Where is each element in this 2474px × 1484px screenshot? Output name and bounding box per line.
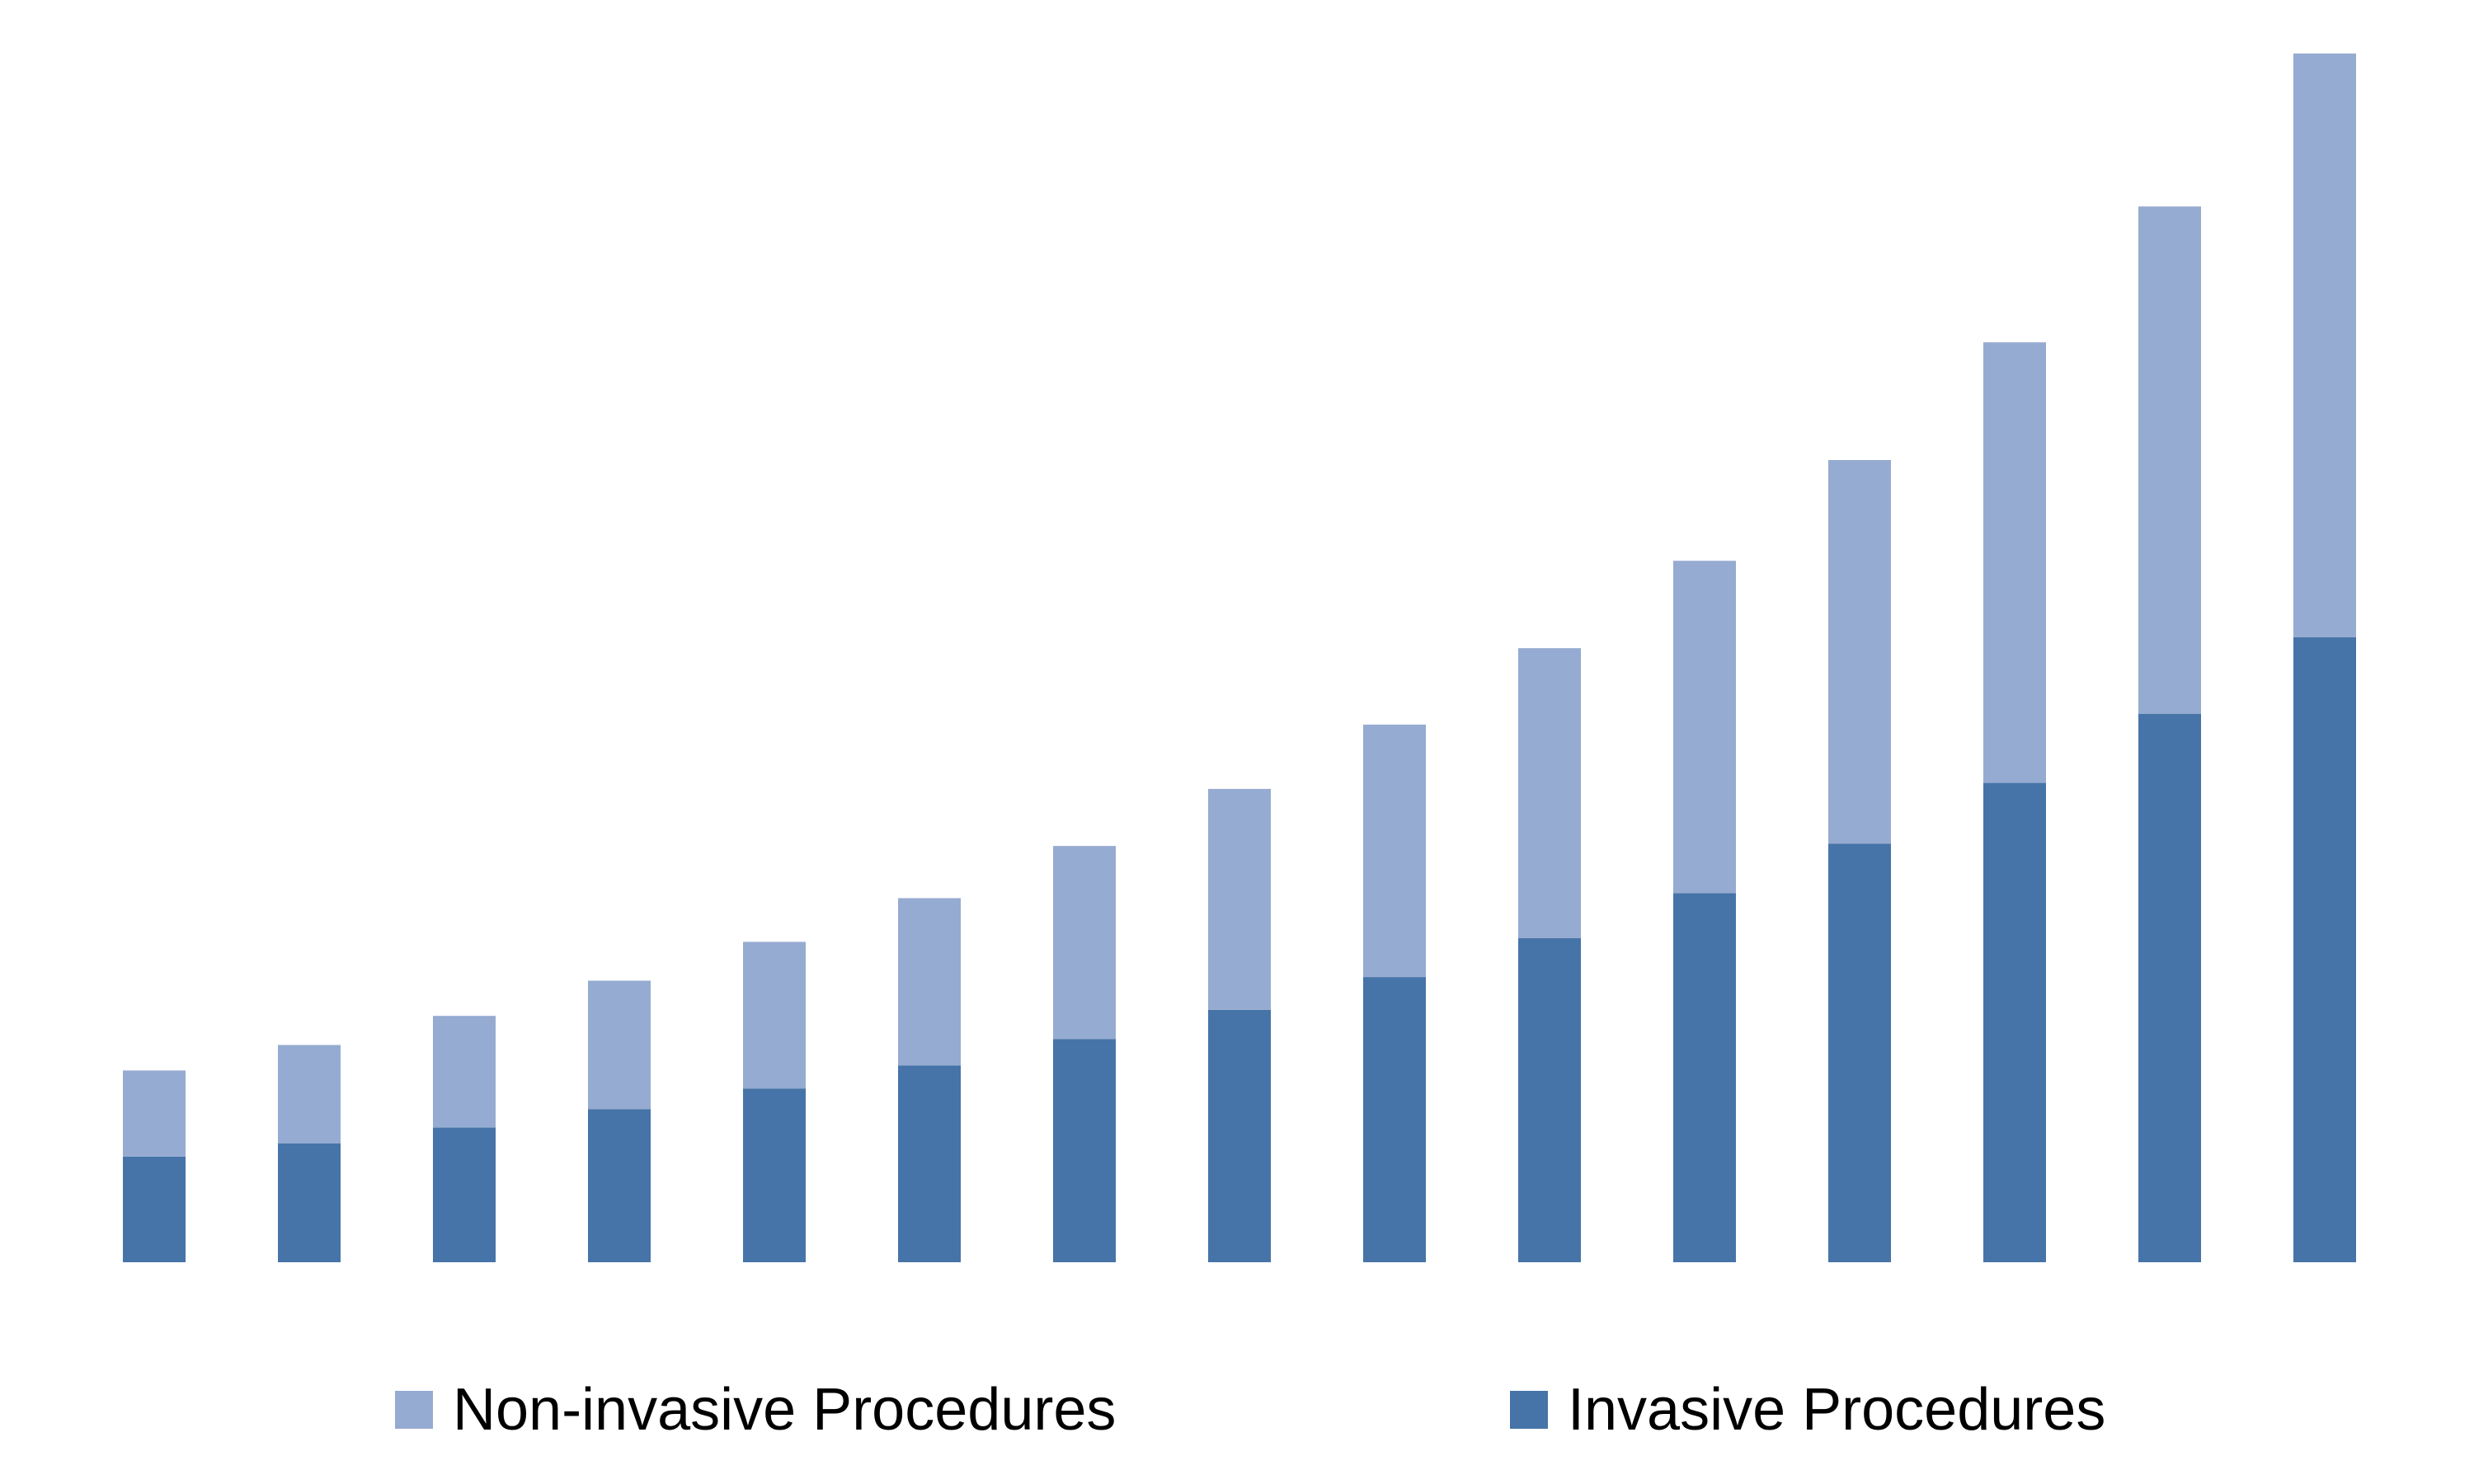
bar-non-invasive-8 bbox=[1208, 788, 1271, 1010]
bar-non-invasive-6 bbox=[898, 898, 961, 1066]
bar-non-invasive-10 bbox=[1518, 648, 1581, 938]
bars-layer bbox=[123, 53, 2356, 1262]
legend-label-invasive: Invasive Procedures bbox=[1568, 1377, 2106, 1443]
bar-invasive-1 bbox=[123, 1156, 186, 1262]
legend-item-non-invasive: Non-invasive Procedures bbox=[395, 1373, 1116, 1447]
bar-non-invasive-15 bbox=[2293, 53, 2356, 637]
bar-non-invasive-9 bbox=[1363, 724, 1426, 978]
bar-invasive-6 bbox=[898, 1065, 961, 1262]
bar-invasive-15 bbox=[2293, 636, 2356, 1262]
legend-item-invasive: Invasive Procedures bbox=[1510, 1373, 2105, 1447]
bar-non-invasive-7 bbox=[1053, 846, 1116, 1040]
bar-invasive-14 bbox=[2138, 713, 2201, 1262]
legend: Non-invasive Procedures Invasive Procedu… bbox=[0, 1373, 2474, 1447]
bar-invasive-12 bbox=[1828, 843, 1891, 1262]
bar-invasive-8 bbox=[1208, 1009, 1271, 1262]
bar-non-invasive-4 bbox=[588, 980, 651, 1110]
bar-invasive-13 bbox=[1983, 782, 2046, 1262]
bar-non-invasive-13 bbox=[1983, 342, 2046, 783]
bar-invasive-9 bbox=[1363, 977, 1426, 1262]
bar-invasive-7 bbox=[1053, 1039, 1116, 1262]
legend-swatch-non-invasive bbox=[395, 1391, 433, 1429]
legend-swatch-invasive bbox=[1510, 1391, 1548, 1429]
bar-non-invasive-12 bbox=[1828, 460, 1891, 844]
bar-non-invasive-1 bbox=[123, 1070, 186, 1157]
bar-non-invasive-2 bbox=[278, 1045, 341, 1144]
bar-non-invasive-14 bbox=[2138, 206, 2201, 714]
legend-label-non-invasive: Non-invasive Procedures bbox=[453, 1377, 1117, 1443]
bar-invasive-4 bbox=[588, 1109, 651, 1262]
bar-non-invasive-3 bbox=[433, 1016, 496, 1128]
bar-non-invasive-5 bbox=[743, 942, 806, 1089]
bar-non-invasive-11 bbox=[1673, 561, 1736, 894]
bar-invasive-2 bbox=[278, 1143, 341, 1262]
bar-invasive-11 bbox=[1673, 893, 1736, 1262]
bar-invasive-10 bbox=[1518, 938, 1581, 1262]
bar-invasive-5 bbox=[743, 1088, 806, 1262]
bar-invasive-3 bbox=[433, 1127, 496, 1262]
